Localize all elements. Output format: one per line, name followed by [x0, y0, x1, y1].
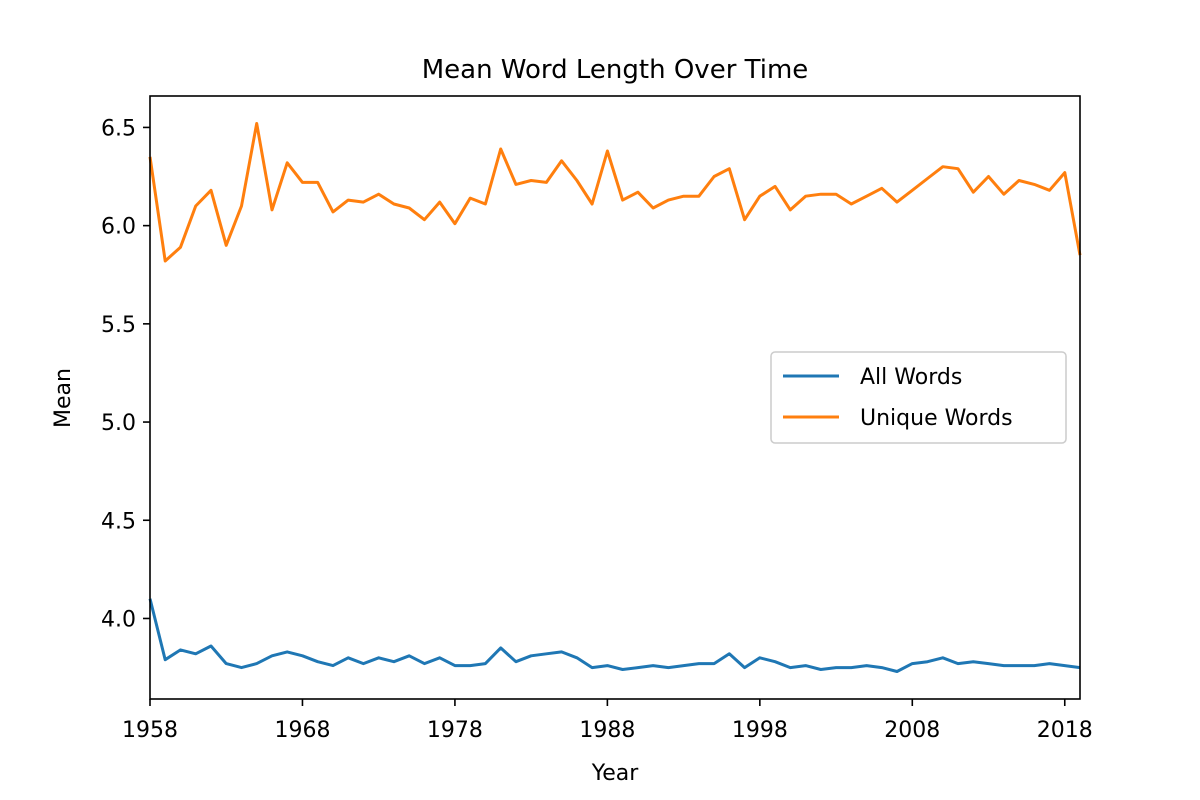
x-tick-label: 1998: [732, 718, 788, 743]
x-axis: 1958 1968 1978 1988 1998 2008 2018: [122, 699, 1093, 743]
plot-frame: [149, 95, 1081, 700]
y-tick-label: 6.5: [101, 116, 136, 141]
series-line-unique-words: [148, 122, 1082, 263]
y-tick-label: 4.5: [101, 509, 136, 534]
x-tick-label: 2018: [1037, 718, 1093, 743]
x-tick-label: 2008: [884, 718, 940, 743]
y-axis-label: Mean: [51, 368, 76, 428]
plot-area: [148, 122, 1082, 673]
x-tick-label: 1988: [579, 718, 635, 743]
legend-label: All Words: [860, 365, 962, 390]
chart-title: Mean Word Length Over Time: [422, 55, 809, 85]
series-line-all-words: [148, 598, 1081, 673]
y-tick-label: 4.0: [101, 607, 136, 632]
y-tick-label: 5.5: [101, 313, 136, 338]
x-axis-label: Year: [591, 761, 640, 786]
x-tick-label: 1978: [427, 718, 483, 743]
x-tick-label: 1958: [122, 718, 178, 743]
y-tick-label: 5.0: [101, 411, 136, 436]
x-tick-label: 1968: [274, 718, 330, 743]
legend-label: Unique Words: [860, 406, 1013, 431]
y-axis: 4.0 4.5 5.0 5.5 6.0 6.5: [101, 116, 150, 632]
y-tick-label: 6.0: [101, 215, 136, 240]
legend: All Words Unique Words: [770, 351, 1067, 444]
legend-box: [770, 351, 1067, 444]
